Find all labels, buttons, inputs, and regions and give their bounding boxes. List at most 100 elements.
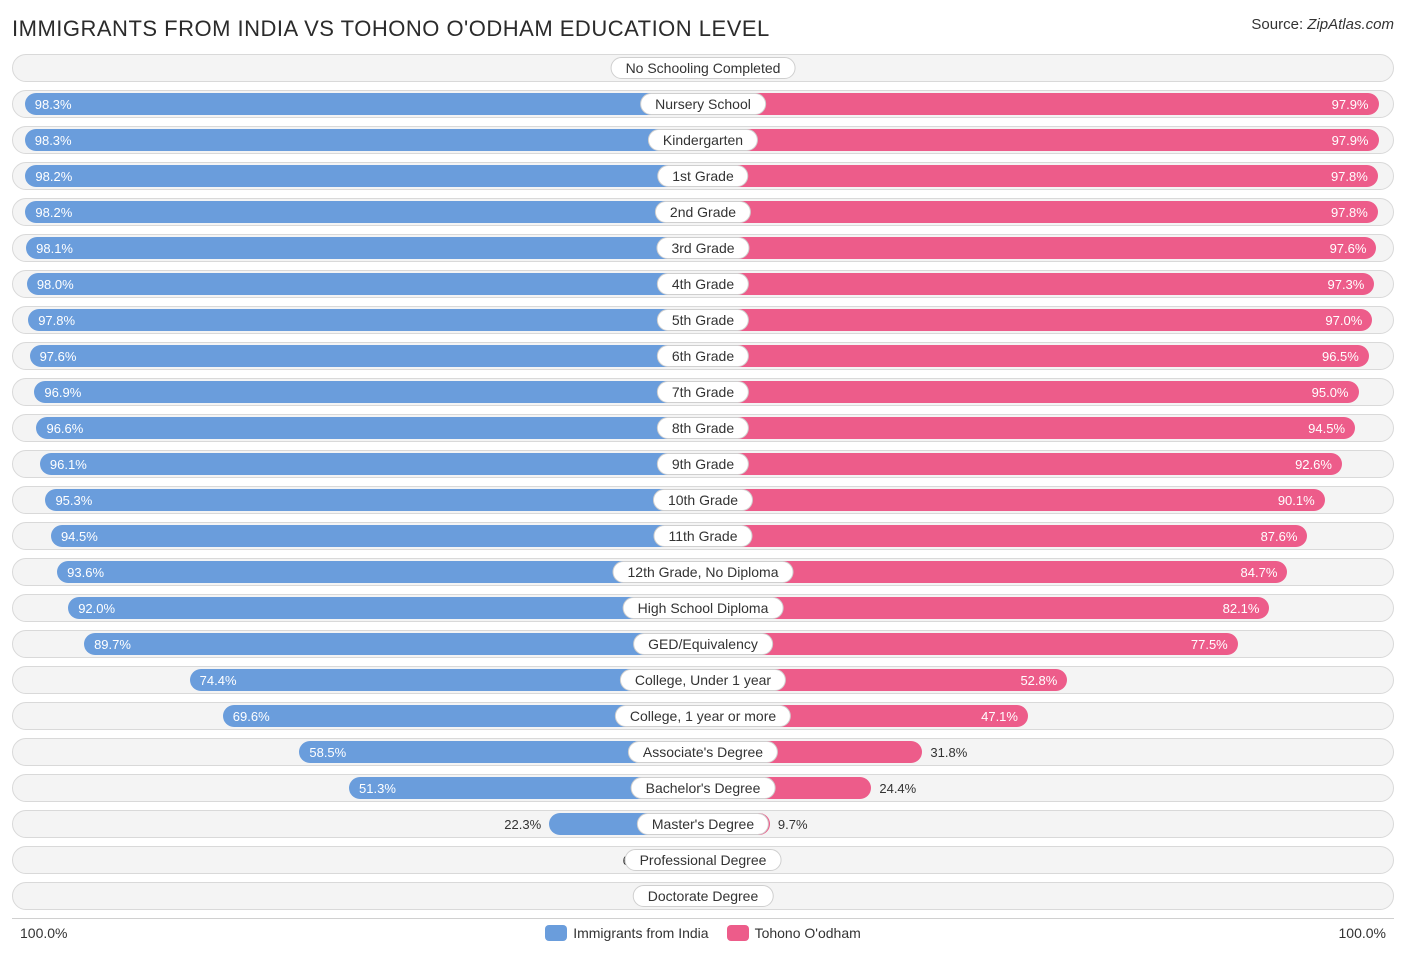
chart-row: 51.3% 24.4% Bachelor's Degree: [12, 774, 1394, 802]
right-bar: 77.5%: [703, 633, 1238, 655]
left-value: 74.4%: [190, 673, 247, 688]
right-value: 31.8%: [930, 739, 967, 765]
category-label: 9th Grade: [657, 453, 749, 475]
left-half: 1.7%: [13, 55, 703, 81]
category-label: 1st Grade: [657, 165, 748, 187]
right-value: 77.5%: [1181, 637, 1238, 652]
category-label: Nursery School: [640, 93, 766, 115]
legend: Immigrants from India Tohono O'odham: [545, 925, 861, 941]
source-name: ZipAtlas.com: [1307, 16, 1394, 33]
right-half: 82.1%: [703, 595, 1393, 621]
chart-row: 98.2%97.8%1st Grade: [12, 162, 1394, 190]
chart-row: 98.1%97.6%3rd Grade: [12, 234, 1394, 262]
left-bar: 98.3%: [25, 129, 703, 151]
left-half: 89.7%: [13, 631, 703, 657]
category-label: 4th Grade: [657, 273, 749, 295]
right-half: 96.5%: [703, 343, 1393, 369]
left-half: 98.2%: [13, 199, 703, 225]
left-value: 51.3%: [349, 781, 406, 796]
left-value: 92.0%: [68, 601, 125, 616]
right-value: 24.4%: [879, 775, 916, 801]
chart-row: 98.3% 97.9% Nursery School: [12, 90, 1394, 118]
chart-row: 95.3% 90.1% 10th Grade: [12, 486, 1394, 514]
right-half: 97.0%: [703, 307, 1393, 333]
right-value: 97.3%: [1317, 277, 1374, 292]
right-bar: 95.0%: [703, 381, 1359, 403]
right-value: 97.9%: [1322, 133, 1379, 148]
right-bar: 97.9%: [703, 93, 1379, 115]
category-label: 7th Grade: [657, 381, 749, 403]
source-label: Source:: [1251, 16, 1307, 33]
right-half: 77.5%: [703, 631, 1393, 657]
right-half: 87.6%: [703, 523, 1393, 549]
left-half: 96.9%: [13, 379, 703, 405]
right-bar: 82.1%: [703, 597, 1269, 619]
chart-row: 96.1%92.6%9th Grade: [12, 450, 1394, 478]
right-half: 9.7%: [703, 811, 1393, 837]
right-half: 97.9%: [703, 127, 1393, 153]
right-half: 24.4%: [703, 775, 1393, 801]
category-label: 11th Grade: [653, 525, 752, 547]
left-half: 96.1%: [13, 451, 703, 477]
chart-row: 2.8%1.5%Doctorate Degree: [12, 882, 1394, 910]
category-label: GED/Equivalency: [633, 633, 773, 655]
right-half: 97.9%: [703, 91, 1393, 117]
left-value: 98.0%: [27, 277, 84, 292]
chart-title: IMMIGRANTS FROM INDIA VS TOHONO O'ODHAM …: [12, 16, 770, 42]
category-label: 5th Grade: [657, 309, 749, 331]
left-value: 89.7%: [84, 637, 141, 652]
category-label: College, Under 1 year: [620, 669, 786, 691]
left-value: 69.6%: [223, 709, 280, 724]
right-value: 97.9%: [1322, 97, 1379, 112]
category-label: Bachelor's Degree: [631, 777, 776, 799]
chart-row: 96.6%94.5%8th Grade: [12, 414, 1394, 442]
left-half: 98.3%: [13, 91, 703, 117]
category-label: 2nd Grade: [655, 201, 751, 223]
right-value: 47.1%: [971, 709, 1028, 724]
left-value: 98.1%: [26, 241, 83, 256]
axis-max-left: 100.0%: [20, 925, 67, 941]
chart-row: 98.2% 97.8%2nd Grade: [12, 198, 1394, 226]
right-half: 90.1%: [703, 487, 1393, 513]
chart-row: 97.8%97.0%5th Grade: [12, 306, 1394, 334]
category-label: 12th Grade, No Diploma: [613, 561, 794, 583]
right-half: 94.5%: [703, 415, 1393, 441]
left-bar: 98.2%: [25, 165, 703, 187]
legend-item-left: Immigrants from India: [545, 925, 708, 941]
chart-row: 93.6%84.7%12th Grade, No Diploma: [12, 558, 1394, 586]
right-half: 92.6%: [703, 451, 1393, 477]
legend-label-left: Immigrants from India: [573, 925, 708, 941]
right-bar: 97.0%: [703, 309, 1372, 331]
chart-row: 92.0%82.1%High School Diploma: [12, 594, 1394, 622]
left-value: 98.3%: [25, 97, 82, 112]
left-half: 97.6%: [13, 343, 703, 369]
left-bar: 98.0%: [27, 273, 703, 295]
right-bar: 90.1%: [703, 489, 1325, 511]
category-label: No Schooling Completed: [611, 57, 796, 79]
chart-row: 22.3%9.7%Master's Degree: [12, 810, 1394, 838]
right-half: 31.8%: [703, 739, 1393, 765]
right-half: 97.6%: [703, 235, 1393, 261]
right-value: 97.0%: [1315, 313, 1372, 328]
left-value: 98.2%: [25, 205, 82, 220]
chart-row: 69.6% 47.1% College, 1 year or more: [12, 702, 1394, 730]
category-label: 10th Grade: [653, 489, 753, 511]
left-half: 69.6%: [13, 703, 703, 729]
left-bar: 95.3%: [45, 489, 703, 511]
left-bar: 98.2%: [25, 201, 703, 223]
left-bar: 94.5%: [51, 525, 703, 547]
category-label: 6th Grade: [657, 345, 749, 367]
chart-row: 98.0% 97.3% 4th Grade: [12, 270, 1394, 298]
category-label: Master's Degree: [637, 813, 769, 835]
category-label: College, 1 year or more: [615, 705, 791, 727]
diverging-bar-chart: 1.7%2.3%No Schooling Completed98.3%97.9%…: [12, 54, 1394, 910]
right-value: 94.5%: [1298, 421, 1355, 436]
left-bar: 89.7%: [84, 633, 703, 655]
right-value: 52.8%: [1010, 673, 1067, 688]
right-half: 97.8%: [703, 199, 1393, 225]
right-value: 90.1%: [1268, 493, 1325, 508]
left-bar: 96.9%: [34, 381, 703, 403]
chart-row: 6.2%2.8%Professional Degree: [12, 846, 1394, 874]
right-bar: 97.6%: [703, 237, 1376, 259]
left-value: 95.3%: [45, 493, 102, 508]
